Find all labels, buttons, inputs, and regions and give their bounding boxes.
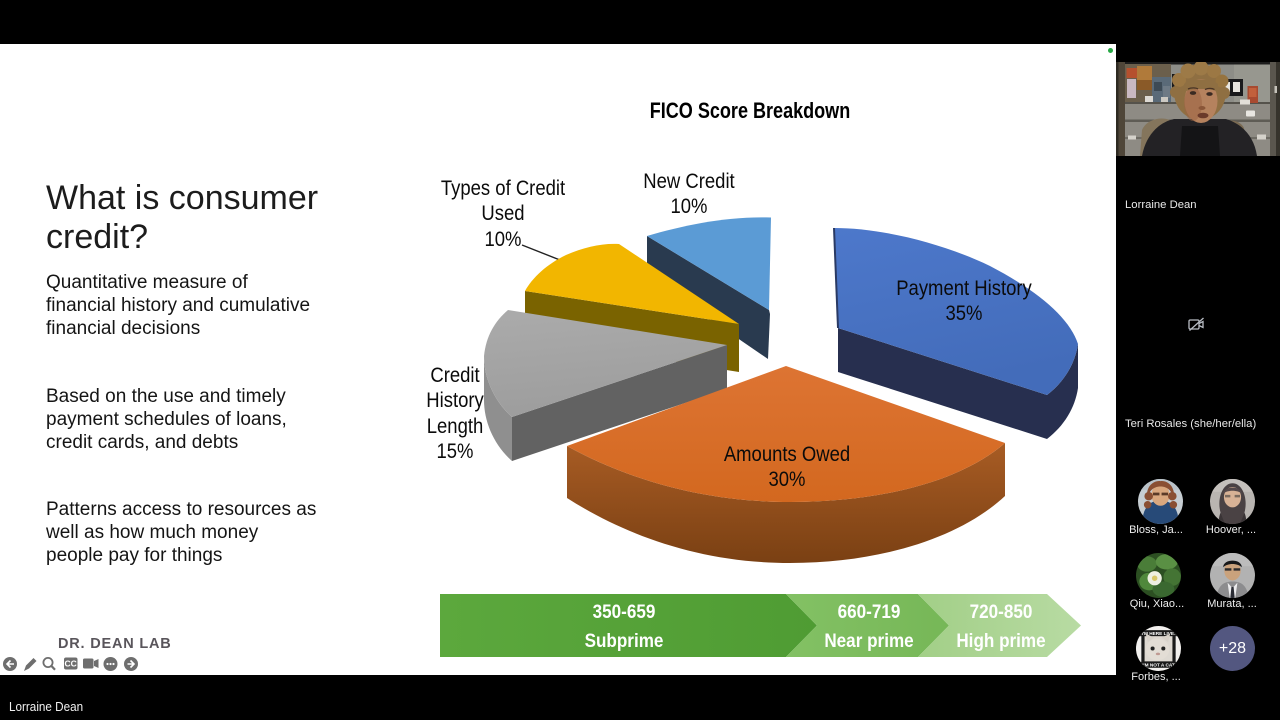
svg-text:I'M HERE LIVE.: I'M HERE LIVE. (1142, 631, 1176, 636)
svg-text:CC: CC (65, 659, 77, 669)
svg-text:I'M NOT A CAT: I'M NOT A CAT (1142, 663, 1175, 668)
